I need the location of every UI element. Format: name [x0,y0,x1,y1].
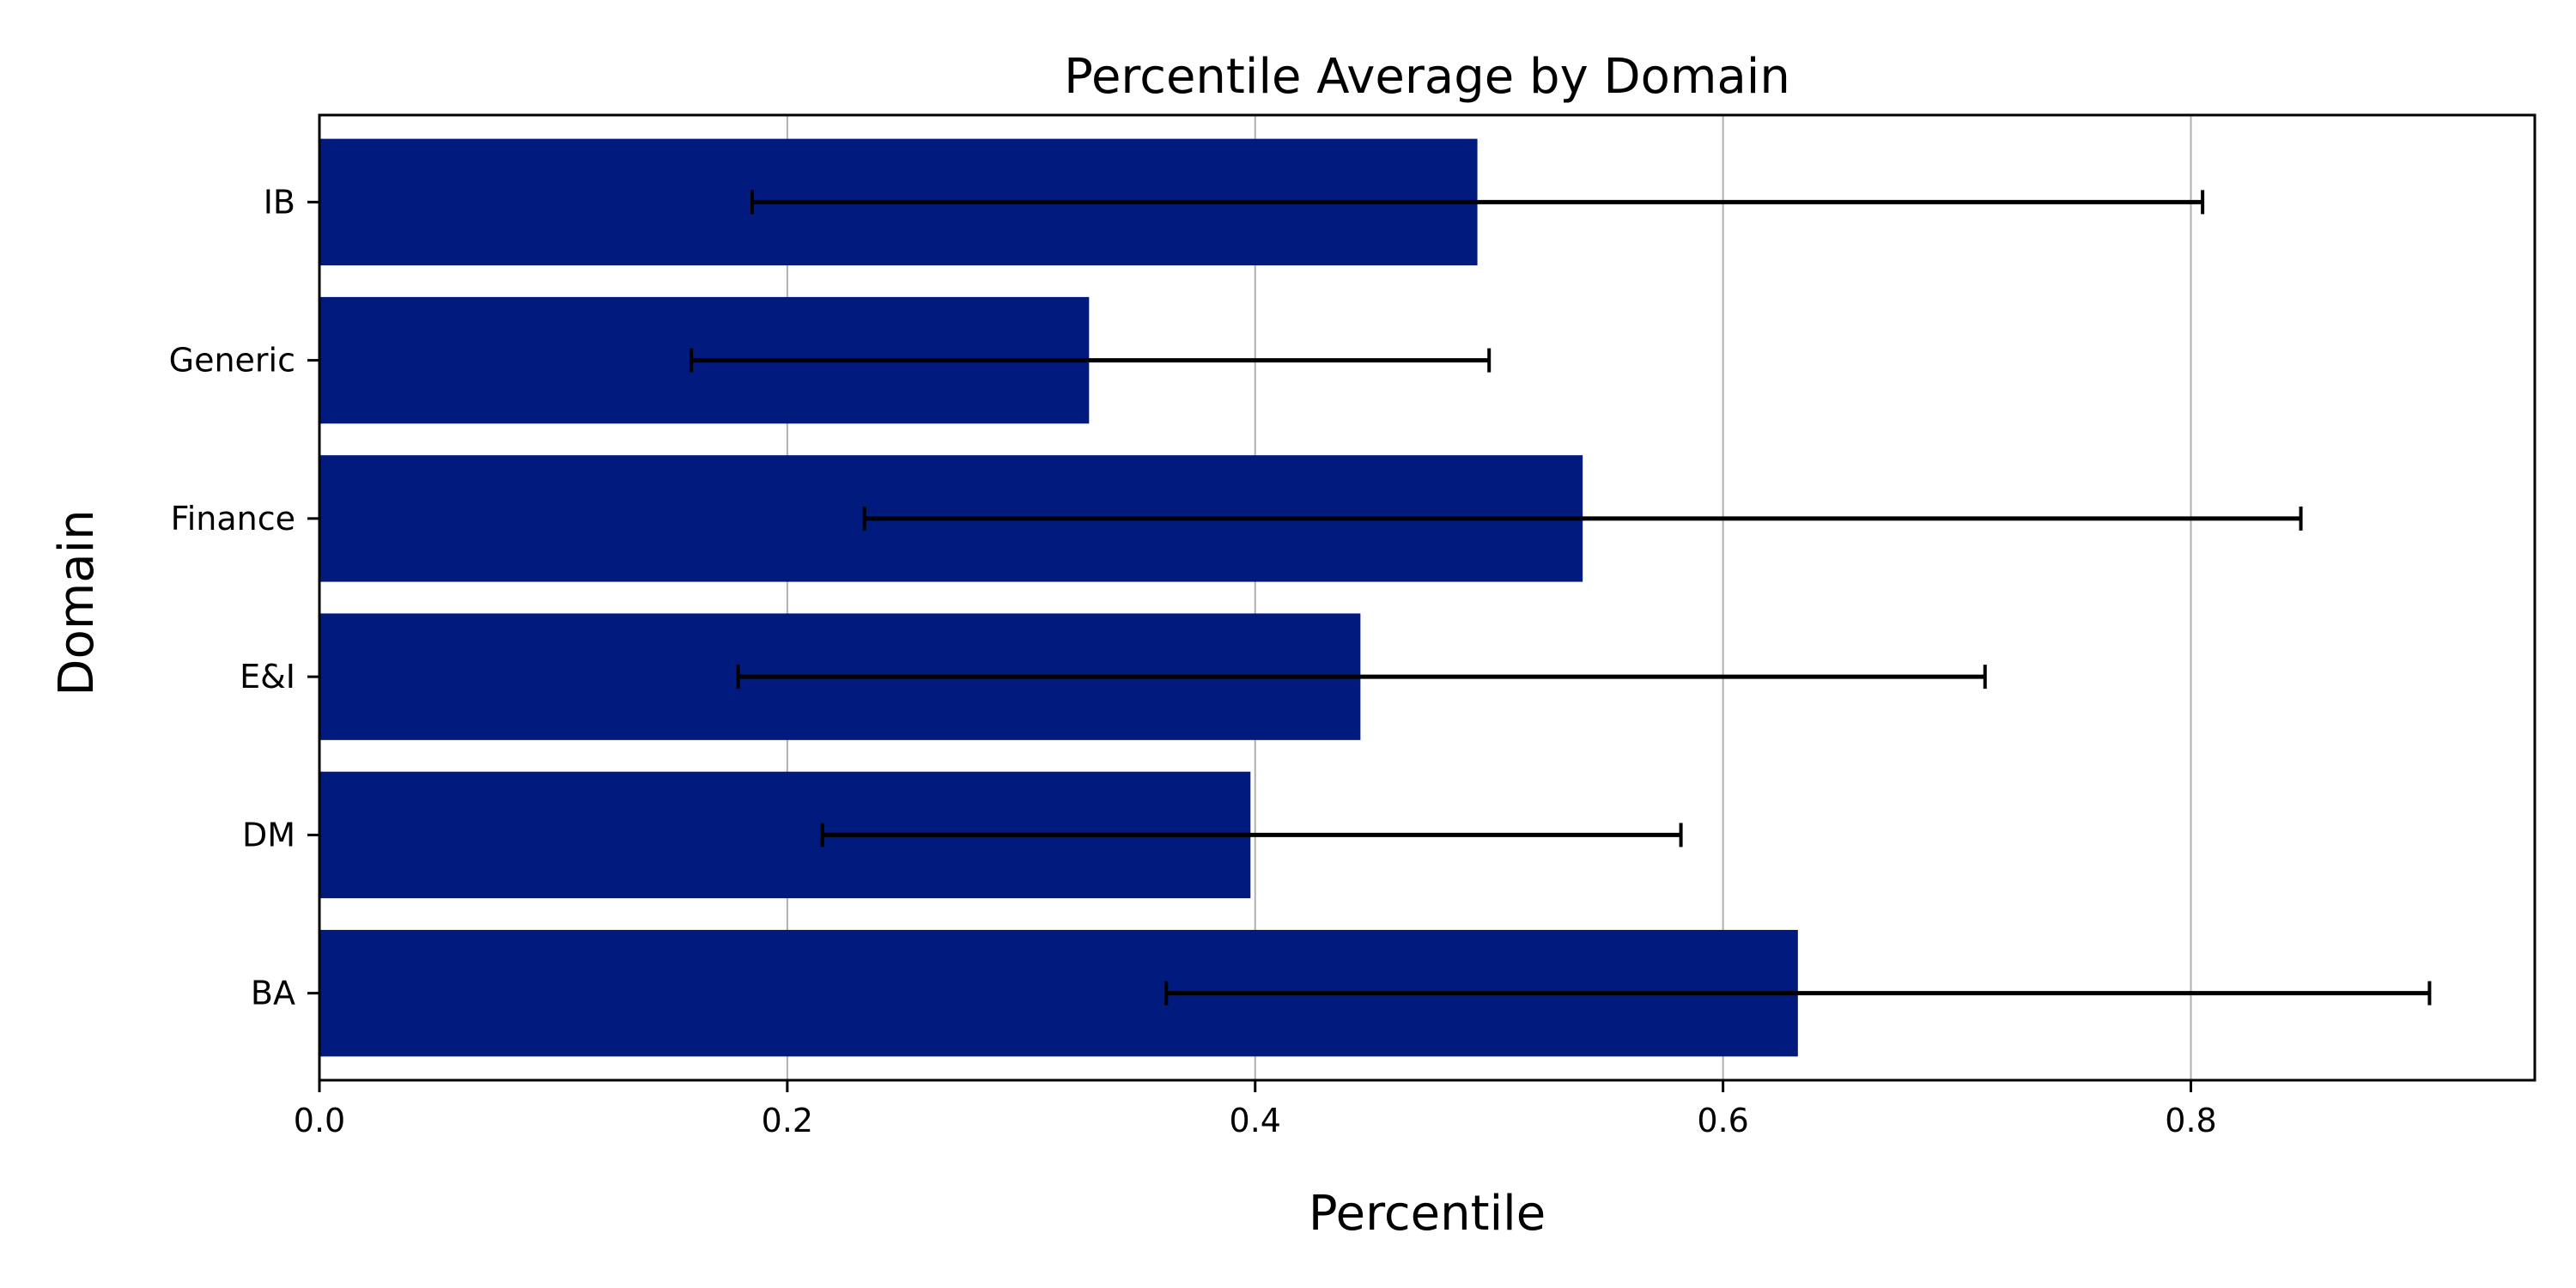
x-tick-label-0: 0.0 [294,1102,345,1139]
y-axis-title: Domain [49,509,105,696]
chart-title: Percentile Average by Domain [1064,49,1790,105]
y-tick-label-e-i: E&I [240,658,295,696]
x-tick-label-4: 0.8 [2165,1102,2216,1139]
error-bars [690,190,2432,1005]
y-axis-ticks: BA DM E&I Finance Generic IB [169,183,319,1012]
x-axis-title: Percentile [1309,1186,1546,1242]
y-tick-label-ib: IB [264,183,295,221]
y-tick-label-dm: DM [242,816,295,854]
y-tick-label-generic: Generic [169,342,295,380]
x-axis-ticks: 0.0 0.2 0.4 0.6 0.8 [294,1080,2217,1139]
x-tick-label-2: 0.4 [1230,1102,1281,1139]
plot-frame [318,113,2537,1082]
x-tick-label-1: 0.2 [762,1102,813,1139]
y-tick-label-ba: BA [251,975,295,1012]
x-tick-label-3: 0.6 [1697,1102,1748,1139]
y-tick-label-finance: Finance [171,500,295,538]
gridlines [786,115,2192,1080]
